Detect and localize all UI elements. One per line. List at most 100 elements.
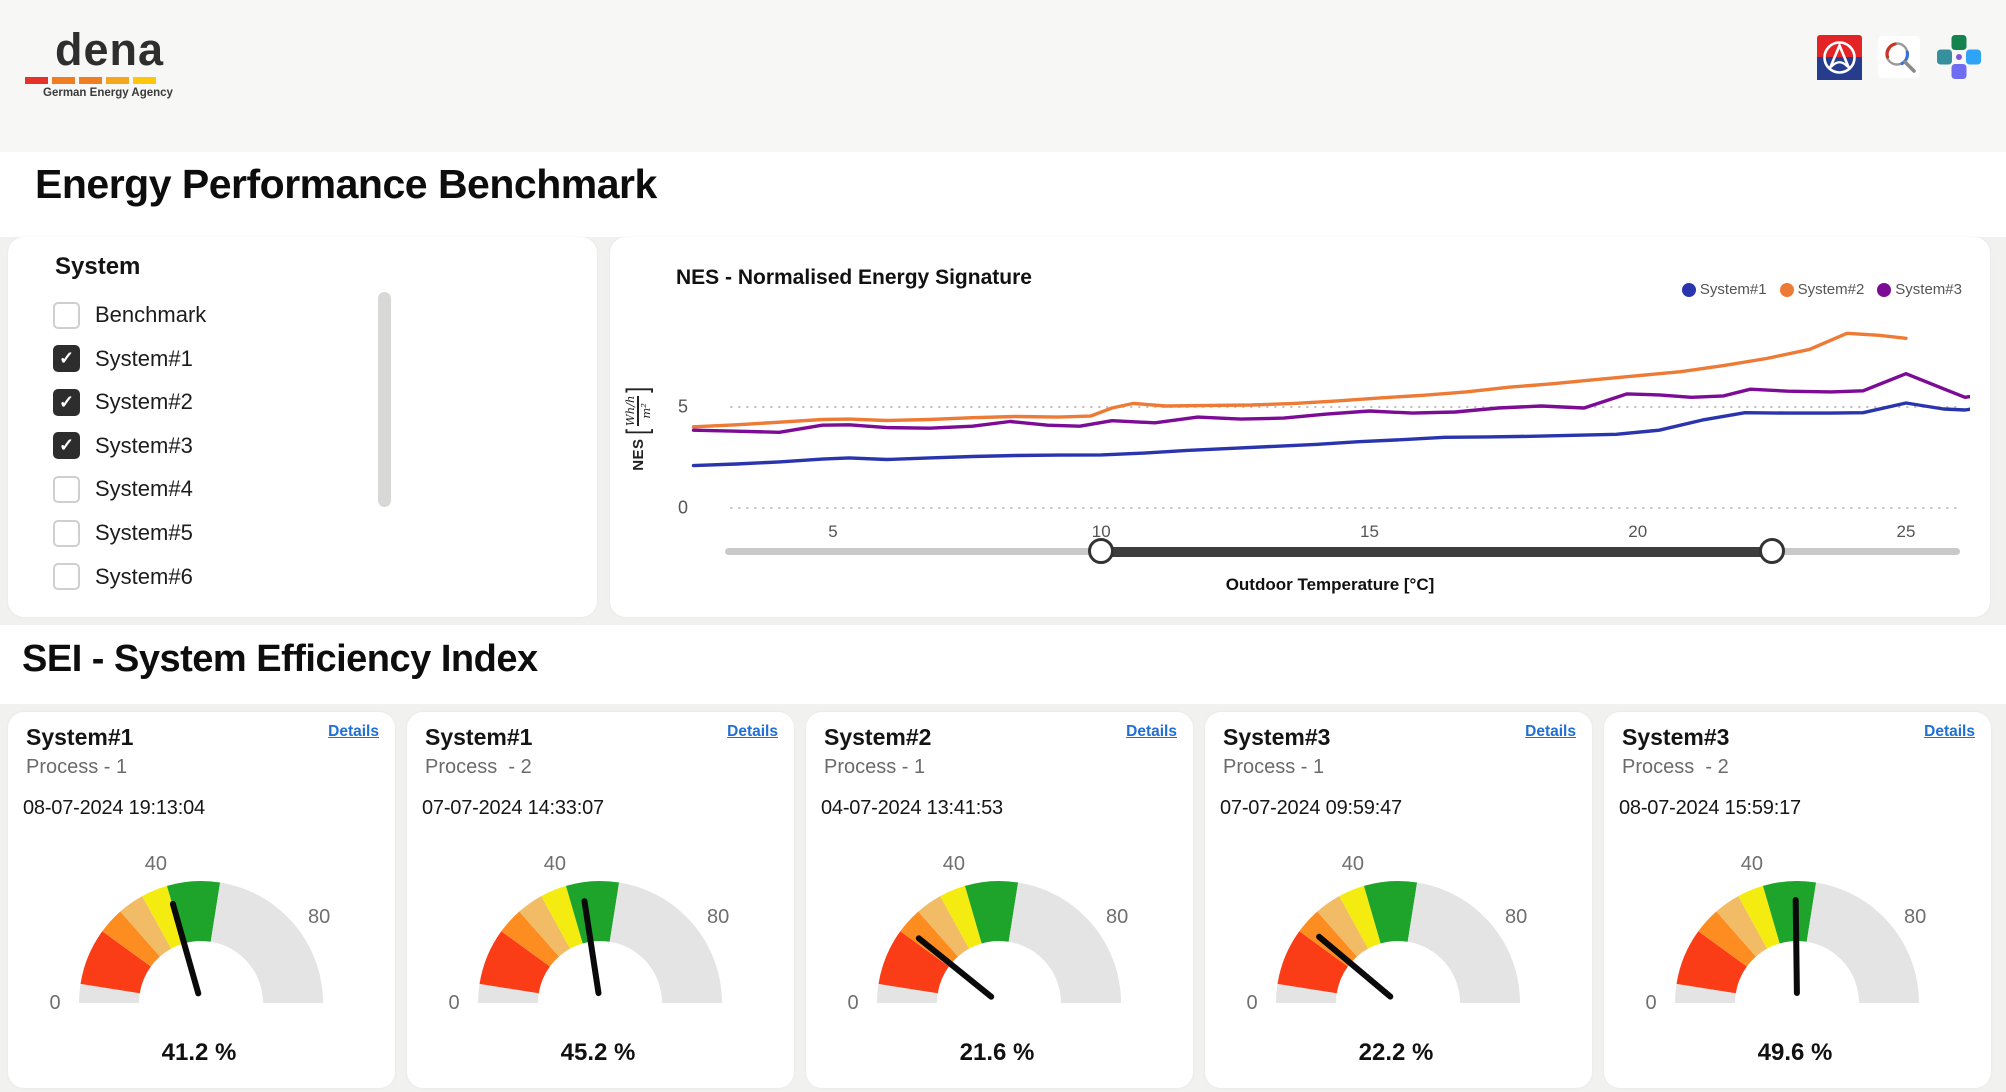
gauge-tick-label: 80 bbox=[308, 906, 330, 928]
gauge-band bbox=[478, 983, 539, 1003]
top-header: dena German Energy Agency bbox=[0, 0, 2006, 152]
x-tick-label: 20 bbox=[1628, 522, 1648, 541]
header-icons bbox=[1817, 34, 1982, 80]
gauge-needle bbox=[169, 900, 202, 997]
dena-logo-wordmark: dena bbox=[55, 24, 165, 75]
legend-item-system2[interactable]: System#2 bbox=[1779, 281, 1865, 298]
legend-label: System#1 bbox=[1699, 281, 1767, 298]
checkbox-benchmark[interactable] bbox=[53, 301, 80, 329]
checkbox-system6[interactable] bbox=[53, 563, 80, 591]
checkbox-system3[interactable]: ✓ bbox=[53, 432, 80, 460]
gauge-tick-label: 0 bbox=[49, 992, 60, 1014]
gauge-needle bbox=[581, 898, 602, 997]
legend-label: System#2 bbox=[1797, 281, 1865, 298]
gauge-tick-label: 40 bbox=[145, 853, 167, 875]
gauge-band bbox=[501, 911, 559, 967]
dena-logo-dash bbox=[79, 77, 102, 84]
checkbox-label: System#4 bbox=[95, 476, 193, 502]
gauge-needle bbox=[1316, 933, 1394, 1000]
sei-card-system-name: System#1 bbox=[425, 724, 533, 750]
legend-marker bbox=[1877, 282, 1892, 297]
gauge-tick-label: 80 bbox=[1106, 906, 1128, 928]
system-list-scrollbar[interactable] bbox=[378, 292, 391, 507]
gauge-band bbox=[900, 911, 958, 967]
gauge-tick-label: 40 bbox=[943, 853, 965, 875]
sei-card-3: System#2 Details Process - 1 04-07-2024 13:… bbox=[806, 712, 1193, 1088]
sei-card-system-name: System#3 bbox=[1223, 724, 1331, 750]
dena-logo-tagline: German Energy Agency bbox=[43, 87, 173, 99]
details-link[interactable]: Details bbox=[1525, 723, 1576, 740]
gauge-band bbox=[1676, 931, 1747, 994]
sei-card-value: 45.2 % bbox=[560, 1039, 636, 1066]
line-system2 bbox=[691, 331, 1908, 429]
gauge-needle bbox=[915, 935, 995, 1000]
gauge-band bbox=[1716, 896, 1768, 957]
slider-handle-left[interactable] bbox=[1088, 538, 1115, 564]
gauge-band bbox=[1762, 880, 1817, 944]
sei-card-value: 49.6 % bbox=[1757, 1039, 1833, 1066]
gauge-band bbox=[964, 880, 1019, 944]
gauge-band bbox=[479, 931, 550, 994]
gauge-tick-label: 80 bbox=[1904, 906, 1926, 928]
checkbox-label: System#5 bbox=[95, 520, 193, 545]
sei-card-process: Process - 2 bbox=[425, 756, 532, 778]
sei-card-value: 21.6 % bbox=[959, 1039, 1035, 1066]
legend-label: System#3 bbox=[1895, 281, 1962, 298]
sei-gauge: 0 40 80 bbox=[1645, 853, 1926, 1014]
slider-selected-range[interactable] bbox=[1101, 547, 1772, 557]
dena-logo-dash bbox=[52, 77, 75, 84]
details-link[interactable]: Details bbox=[727, 723, 778, 740]
gauge-tick-label: 40 bbox=[1342, 853, 1364, 875]
sei-card-2: System#1 Details Process - 2 07-07-2024 14:… bbox=[407, 712, 794, 1088]
nes-chart-panel: NES - Normalised Energy Signature System… bbox=[610, 237, 1990, 617]
gauge-band bbox=[102, 911, 160, 967]
brand-circle-a-icon[interactable] bbox=[1817, 34, 1862, 80]
line-system3 bbox=[691, 372, 1970, 435]
y-axis-bracket-open: [ bbox=[621, 429, 654, 436]
system-option-system3[interactable]: ✓ System#3 bbox=[53, 430, 193, 462]
checkbox-system5[interactable] bbox=[53, 519, 80, 547]
system-option-system2[interactable]: ✓ System#2 bbox=[53, 386, 193, 418]
sei-card-1: System#1 Details Process - 1 08-07-2024 19:… bbox=[8, 712, 395, 1088]
legend-item-system3[interactable]: System#3 bbox=[1877, 281, 1962, 298]
gauge-band bbox=[1363, 880, 1418, 944]
sei-gauge: 0 40 80 bbox=[1246, 853, 1527, 1014]
gauge-band bbox=[609, 882, 722, 1003]
dena-logo-dash bbox=[25, 77, 48, 84]
gauge-band bbox=[565, 880, 620, 944]
sei-card-system-name: System#1 bbox=[26, 724, 134, 750]
slider-handle-right[interactable] bbox=[1758, 538, 1785, 564]
details-link[interactable]: Details bbox=[1126, 723, 1177, 740]
details-link[interactable]: Details bbox=[328, 723, 379, 740]
y-tick-label: 5 bbox=[677, 396, 688, 417]
system-option-system1[interactable]: ✓ System#1 bbox=[53, 343, 193, 375]
checkbox-system2[interactable]: ✓ bbox=[53, 388, 80, 416]
apps-clover-icon[interactable] bbox=[1936, 34, 1982, 80]
system-option-benchmark[interactable]: Benchmark bbox=[53, 299, 206, 331]
gauge-band bbox=[1407, 882, 1520, 1003]
dena-logo: dena German Energy Agency bbox=[25, 26, 185, 99]
checkbox-label: Benchmark bbox=[95, 302, 207, 327]
checkbox-system4[interactable] bbox=[53, 475, 80, 503]
y-axis-unit-denominator: m² bbox=[638, 403, 653, 419]
legend-item-system1[interactable]: System#1 bbox=[1681, 281, 1767, 298]
system-option-system5[interactable]: System#5 bbox=[53, 517, 193, 549]
system-option-system6[interactable]: System#6 bbox=[53, 561, 193, 593]
legend-marker bbox=[1681, 282, 1696, 297]
y-tick-label: 0 bbox=[677, 497, 688, 518]
gauge-band bbox=[1806, 882, 1919, 1003]
gauge-band bbox=[940, 885, 982, 949]
sei-card-value: 41.2 % bbox=[161, 1039, 237, 1066]
nes-chart-title: NES - Normalised Energy Signature bbox=[676, 266, 1032, 289]
y-axis-unit-fraction: Wh/h m² bbox=[623, 395, 653, 427]
gauge-band bbox=[1277, 931, 1348, 994]
gauge-band bbox=[541, 885, 583, 949]
details-link[interactable]: Details bbox=[1924, 723, 1975, 740]
gauge-tick-label: 80 bbox=[707, 906, 729, 928]
system-option-system4[interactable]: System#4 bbox=[53, 473, 193, 505]
search-lens-icon[interactable] bbox=[1878, 36, 1920, 78]
gauge-band bbox=[519, 896, 571, 957]
gauge-tick-label: 80 bbox=[1505, 906, 1527, 928]
sei-card-timestamp: 04-07-2024 13:41:53 bbox=[821, 797, 1003, 819]
checkbox-system1[interactable]: ✓ bbox=[53, 345, 80, 373]
